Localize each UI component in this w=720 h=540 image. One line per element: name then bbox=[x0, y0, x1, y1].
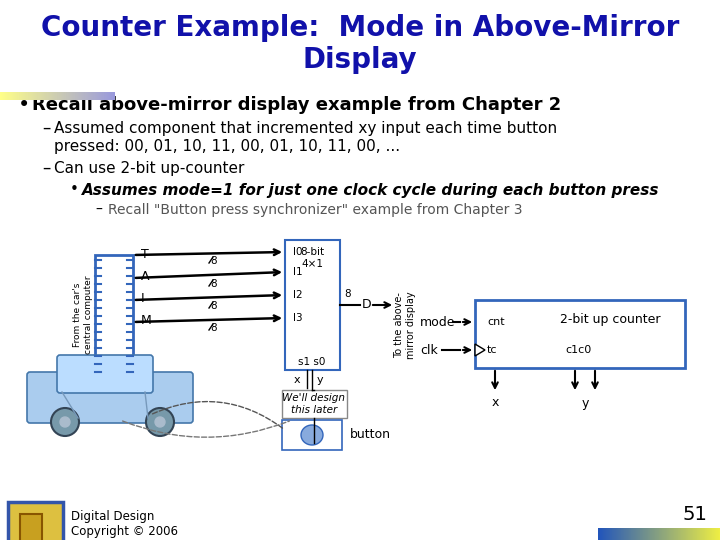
Text: I0: I0 bbox=[293, 247, 302, 257]
Text: 2-bit up counter: 2-bit up counter bbox=[559, 314, 660, 327]
Bar bbox=[282, 390, 347, 418]
Text: x: x bbox=[491, 396, 499, 409]
Text: I2: I2 bbox=[293, 290, 302, 300]
Text: 8-bit: 8-bit bbox=[300, 247, 325, 257]
Text: pressed: 00, 01, 10, 11, 00, 01, 10, 11, 00, ...: pressed: 00, 01, 10, 11, 00, 01, 10, 11,… bbox=[54, 139, 400, 154]
Circle shape bbox=[60, 417, 70, 427]
Circle shape bbox=[51, 408, 79, 436]
Text: I: I bbox=[141, 293, 145, 306]
Bar bbox=[95, 255, 133, 375]
Text: –: – bbox=[95, 203, 102, 217]
Text: Assumes mode=1 for just one clock cycle during each button press: Assumes mode=1 for just one clock cycle … bbox=[82, 183, 660, 198]
Text: 8: 8 bbox=[211, 301, 217, 311]
FancyBboxPatch shape bbox=[27, 372, 193, 423]
Text: s1 s0: s1 s0 bbox=[298, 357, 325, 367]
Text: x: x bbox=[294, 375, 300, 385]
Text: •: • bbox=[18, 95, 30, 115]
Bar bbox=[20, 514, 42, 540]
Text: Display: Display bbox=[302, 46, 418, 74]
Bar bbox=[475, 300, 685, 368]
Text: button: button bbox=[350, 429, 391, 442]
Circle shape bbox=[146, 408, 174, 436]
Text: 8: 8 bbox=[211, 256, 217, 266]
Text: –: – bbox=[42, 119, 50, 137]
Text: mode: mode bbox=[420, 315, 456, 328]
Ellipse shape bbox=[301, 425, 323, 445]
Text: Assumed component that incremented xy input each time button: Assumed component that incremented xy in… bbox=[54, 120, 557, 136]
Bar bbox=[282, 420, 342, 450]
Text: 8: 8 bbox=[345, 289, 351, 299]
Text: We'll design
this later: We'll design this later bbox=[282, 393, 346, 415]
Text: 4×1: 4×1 bbox=[302, 259, 323, 269]
Text: Digital Design
Copyright © 2006
Frank Vahid: Digital Design Copyright © 2006 Frank Va… bbox=[71, 510, 178, 540]
Text: D: D bbox=[362, 299, 372, 312]
Text: Recall "Button press synchronizer" example from Chapter 3: Recall "Button press synchronizer" examp… bbox=[108, 203, 523, 217]
Text: Recall above-mirror display example from Chapter 2: Recall above-mirror display example from… bbox=[32, 96, 562, 114]
Text: A: A bbox=[141, 271, 150, 284]
Text: •: • bbox=[70, 183, 79, 198]
Bar bbox=[8, 502, 63, 540]
Text: tc: tc bbox=[487, 345, 498, 355]
Text: 8: 8 bbox=[211, 323, 217, 333]
Text: –: – bbox=[42, 159, 50, 177]
FancyBboxPatch shape bbox=[57, 355, 153, 393]
Text: clk: clk bbox=[420, 343, 438, 356]
Text: I1: I1 bbox=[293, 267, 302, 277]
Bar bbox=[285, 240, 340, 370]
Text: y: y bbox=[581, 396, 589, 409]
Text: M: M bbox=[141, 314, 152, 327]
Circle shape bbox=[155, 417, 165, 427]
Text: To the above-
mirror display: To the above- mirror display bbox=[395, 291, 416, 359]
Text: I3: I3 bbox=[293, 313, 302, 323]
Text: Can use 2-bit up-counter: Can use 2-bit up-counter bbox=[54, 160, 244, 176]
Text: Counter Example:  Mode in Above-Mirror: Counter Example: Mode in Above-Mirror bbox=[41, 14, 679, 42]
Polygon shape bbox=[475, 344, 485, 356]
Text: From the car's
central computer: From the car's central computer bbox=[73, 276, 93, 354]
Text: T: T bbox=[141, 247, 149, 260]
Text: 51: 51 bbox=[683, 505, 708, 524]
Text: c1c0: c1c0 bbox=[565, 345, 591, 355]
Text: 8: 8 bbox=[211, 279, 217, 289]
Text: cnt: cnt bbox=[487, 317, 505, 327]
Text: y: y bbox=[317, 375, 323, 385]
